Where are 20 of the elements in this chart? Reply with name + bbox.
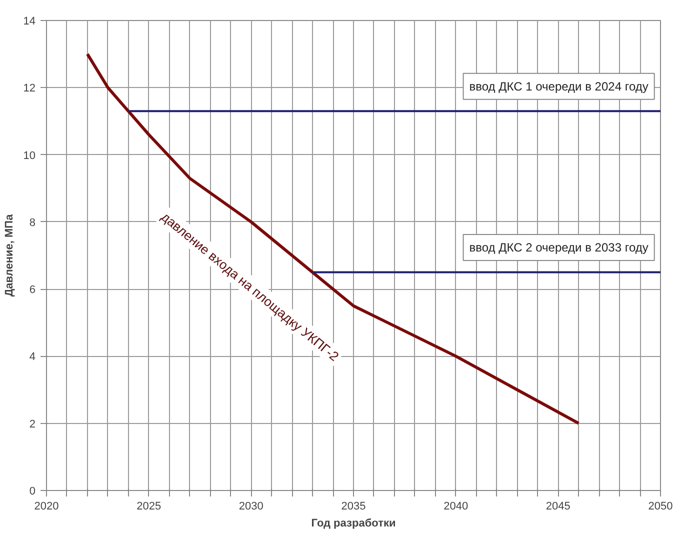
x-axis-title: Год разработки	[311, 518, 396, 530]
y-tick-label: 4	[29, 351, 36, 364]
x-tick-label: 2040	[444, 500, 468, 512]
y-tick-label: 0	[29, 486, 36, 498]
series-label: ввод ДКС 2 очереди в 2033 году	[469, 240, 648, 255]
y-tick-label: 8	[29, 216, 36, 229]
y-tick-label: 14	[23, 16, 36, 28]
x-tick-label: 2045	[546, 500, 570, 512]
y-tick-label: 2	[29, 418, 36, 430]
x-tick-label: 2030	[238, 500, 264, 512]
x-tick-label: 2050	[648, 500, 673, 512]
line-series	[86, 52, 580, 425]
y-tick-label: 6	[29, 284, 36, 296]
series-label: ввод ДКС 1 очереди в 2024 году	[469, 79, 648, 94]
x-tick-label: 2035	[341, 500, 366, 512]
x-tick-label: 2020	[34, 500, 59, 512]
y-tick-label: 10	[23, 150, 36, 162]
x-tick-label: 2025	[136, 500, 162, 512]
y-tick-label: 12	[23, 82, 36, 95]
y-axis-title: Давление, МПа	[3, 213, 16, 297]
